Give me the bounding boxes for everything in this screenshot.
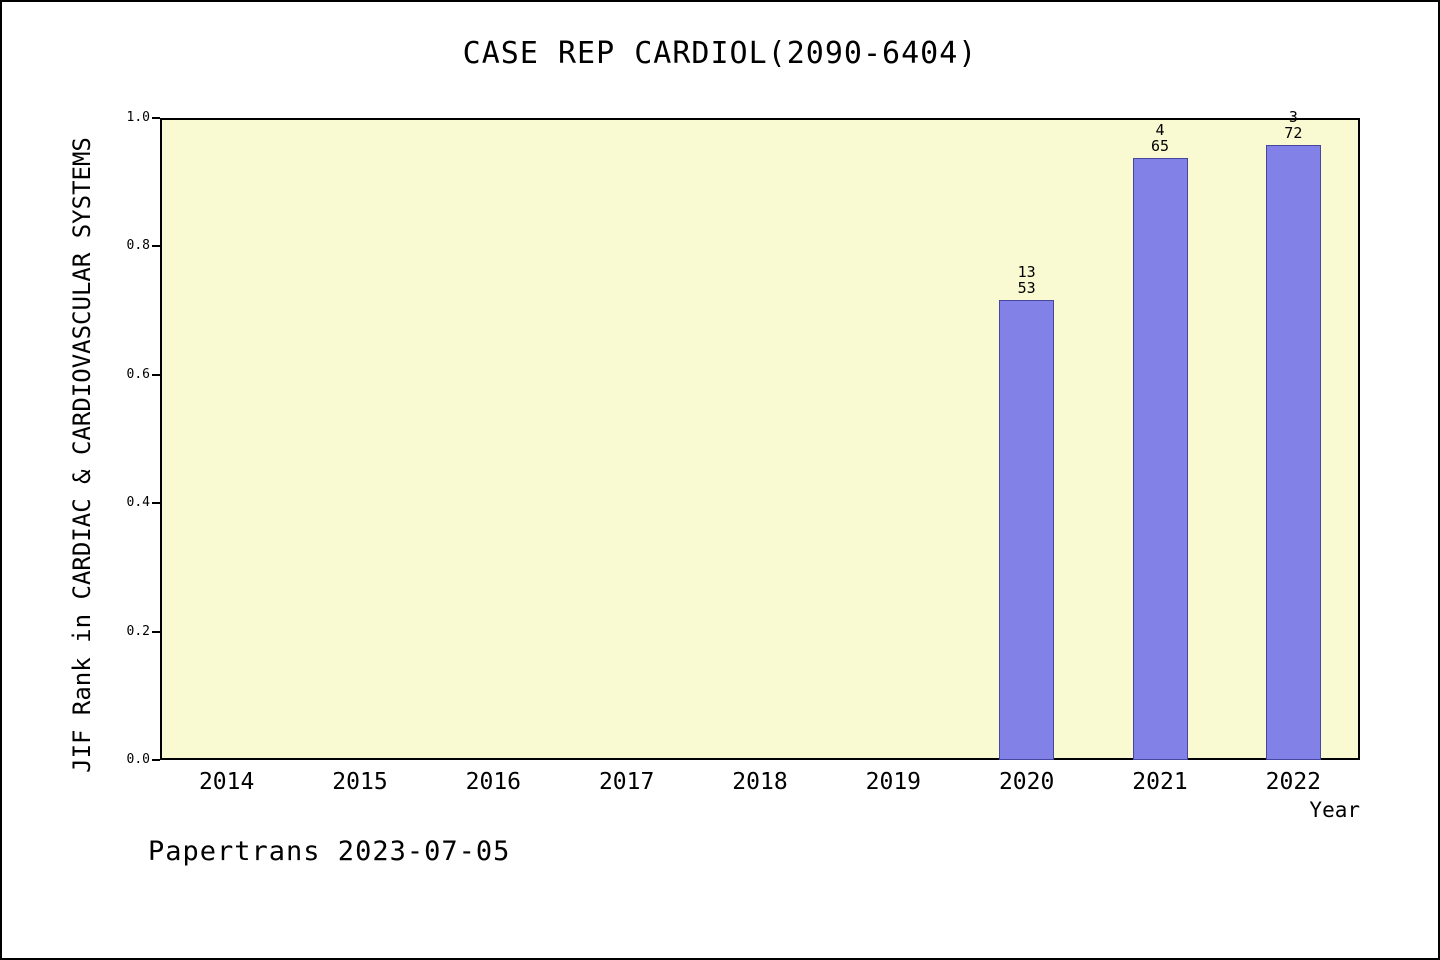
x-tick-label: 2021 (1132, 769, 1188, 795)
footer-watermark: Papertrans 2023-07-05 (148, 836, 511, 867)
y-tick-mark (152, 373, 160, 376)
bar (1265, 144, 1321, 760)
x-tick-label: 2014 (198, 769, 255, 795)
bar-value-line: 53 (1017, 278, 1036, 297)
x-tick-label: 2017 (598, 769, 655, 795)
bar-value-line: 65 (1150, 136, 1170, 155)
x-tick-label: 2016 (465, 769, 522, 795)
x-tick-label: 2020 (998, 769, 1055, 795)
chart-title: CASE REP CARDIOL(2090-6404) (462, 36, 978, 71)
y-tick-label: 0.0 (126, 752, 150, 767)
bar-value-line: 4 (1155, 120, 1165, 139)
y-tick-label: 0.4 (126, 495, 150, 511)
bar (999, 299, 1055, 760)
y-tick-mark (152, 630, 160, 633)
x-axis-label: Year (1309, 798, 1360, 822)
y-tick-mark (152, 759, 160, 761)
bar-value-line: 3 (1288, 107, 1298, 126)
y-tick-label: 0.6 (126, 366, 150, 382)
x-tick-label: 2022 (1265, 769, 1322, 795)
y-tick-mark (152, 117, 160, 119)
bar-value-label: 4 65 (1110, 122, 1210, 154)
y-tick-label: 0.8 (126, 238, 150, 254)
y-tick-mark (152, 245, 160, 248)
bar (1132, 157, 1188, 760)
bar-value-label: 3 72 (1243, 109, 1343, 141)
y-tick-label: 0.2 (126, 623, 150, 639)
bar-value-line: 72 (1284, 123, 1303, 142)
x-tick-label: 2015 (332, 769, 388, 795)
y-tick-mark (152, 502, 160, 505)
y-tick-label: 1.0 (126, 110, 150, 125)
x-tick-label: 2019 (865, 769, 922, 795)
bar-value-line: 13 (1017, 262, 1036, 281)
x-tick-label: 2018 (732, 769, 788, 795)
y-axis-label: JIF Rank in CARDIAC & CARDIOVASCULAR SYS… (68, 137, 96, 773)
bar-value-label: 13 53 (977, 264, 1077, 296)
